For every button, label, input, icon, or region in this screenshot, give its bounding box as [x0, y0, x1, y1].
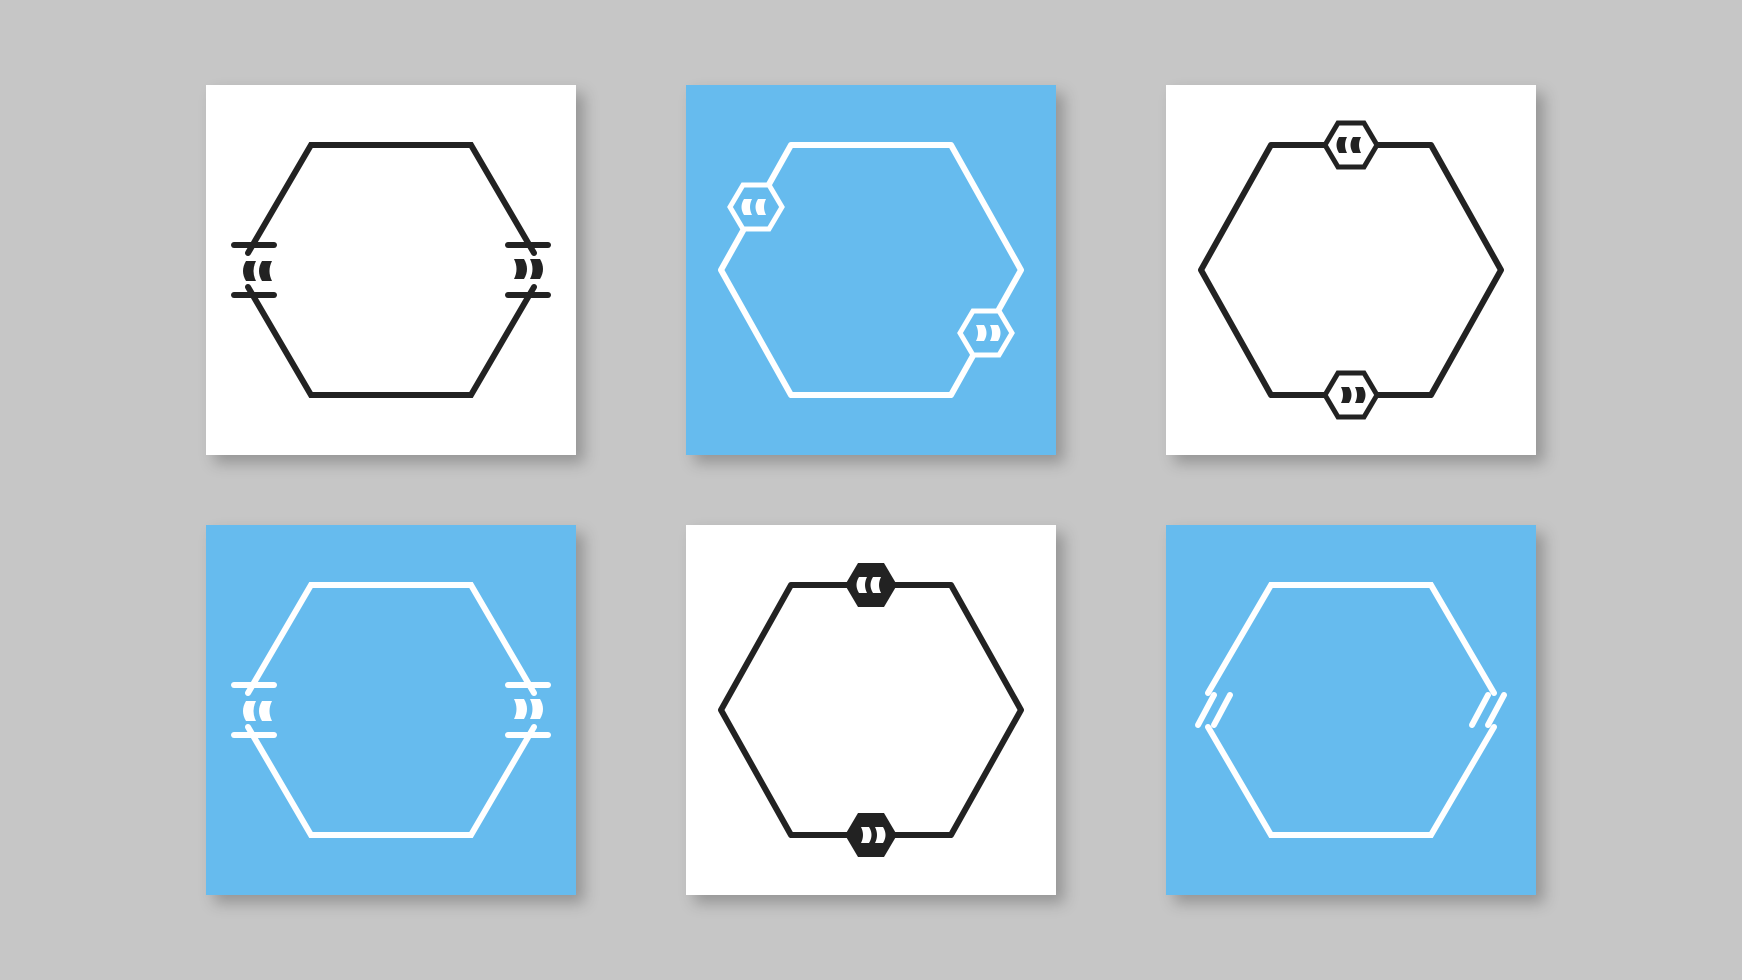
quote-frame-svg — [1166, 525, 1536, 895]
quote-card-2 — [686, 85, 1056, 455]
quote-frame-grid — [206, 85, 1536, 895]
quote-card-4 — [206, 525, 576, 895]
quote-frame-svg — [206, 85, 576, 455]
quote-card-3 — [1166, 85, 1536, 455]
quote-frame-svg — [1166, 85, 1536, 455]
open-quote-badge — [730, 185, 782, 229]
quote-frame-svg — [686, 525, 1056, 895]
quote-card-6 — [1166, 525, 1536, 895]
quote-frame-svg — [686, 85, 1056, 455]
quote-card-5 — [686, 525, 1056, 895]
close-quote-badge — [960, 311, 1012, 355]
close-quote-badge — [1325, 373, 1377, 417]
quote-card-1 — [206, 85, 576, 455]
open-quote-badge — [1325, 123, 1377, 167]
quote-frame-svg — [206, 525, 576, 895]
